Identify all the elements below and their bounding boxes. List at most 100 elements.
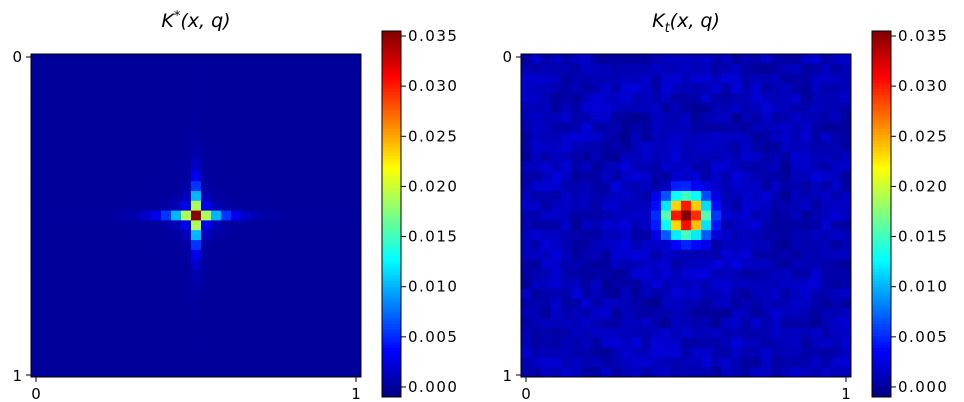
- heatmap-cell: [191, 181, 202, 192]
- heatmap-cell: [131, 328, 142, 339]
- heatmap-cell: [201, 191, 212, 202]
- heatmap-cell: [111, 269, 122, 280]
- heatmap-cell: [641, 308, 652, 319]
- heatmap-cell: [751, 249, 762, 260]
- heatmap-cell: [531, 54, 542, 65]
- heatmap-cell: [751, 347, 762, 358]
- colorbar-tick-label: 0.015: [898, 228, 948, 246]
- heatmap-cell: [351, 151, 362, 163]
- heatmap-cell: [811, 337, 822, 349]
- heatmap-cell: [561, 279, 572, 290]
- heatmap-cell: [771, 181, 782, 192]
- colorbar-segment: [872, 165, 891, 169]
- heatmap-cell: [131, 63, 142, 74]
- heatmap-cell: [831, 249, 842, 260]
- colorbar-segment: [872, 55, 891, 59]
- heatmap-cell: [251, 259, 262, 270]
- heatmap-cell: [81, 161, 92, 172]
- heatmap-cell: [631, 151, 642, 163]
- heatmap-cell: [341, 357, 352, 368]
- heatmap-cell: [321, 63, 332, 74]
- heatmap-cell: [51, 347, 62, 358]
- heatmap-cell: [741, 249, 752, 260]
- heatmap-cell: [671, 171, 682, 182]
- heatmap-cell: [731, 112, 742, 123]
- colorbar-segment: [872, 171, 891, 175]
- heatmap-cell: [621, 239, 632, 251]
- heatmap-cell: [121, 83, 132, 94]
- colorbar-segment: [382, 198, 401, 203]
- heatmap-cell: [661, 122, 672, 133]
- colorbar-segment: [382, 265, 401, 270]
- heatmap-cell: [831, 357, 842, 368]
- heatmap-cell: [161, 54, 172, 65]
- heatmap-cell: [231, 230, 242, 241]
- colorbar-segment: [382, 180, 401, 184]
- heatmap-cell: [731, 220, 742, 231]
- heatmap-cell: [701, 112, 712, 123]
- heatmap-cell: [591, 259, 602, 270]
- heatmap-cell: [191, 298, 202, 309]
- heatmap-cell: [81, 318, 92, 329]
- heatmap-cell: [571, 367, 582, 378]
- colorbar-segment: [872, 287, 891, 291]
- heatmap-cell: [271, 132, 282, 143]
- heatmap-cell: [561, 142, 572, 153]
- heatmap-cell: [551, 102, 562, 114]
- heatmap-cell: [691, 200, 702, 212]
- heatmap-cell: [551, 161, 562, 172]
- heatmap-cell: [601, 132, 612, 143]
- heatmap-cell: [241, 220, 252, 231]
- heatmap-cell: [651, 102, 662, 114]
- heatmap-cell: [801, 181, 812, 192]
- heatmap-cell: [731, 357, 742, 368]
- heatmap-cell: [201, 54, 212, 65]
- heatmap-cell: [701, 269, 712, 280]
- heatmap-cell: [191, 54, 202, 65]
- heatmap-cell: [111, 161, 122, 172]
- heatmap-cell: [61, 230, 72, 241]
- heatmap-cell: [131, 357, 142, 368]
- heatmap-cell: [221, 318, 232, 329]
- heatmap-cell: [271, 308, 282, 319]
- heatmap-cell: [771, 298, 782, 309]
- heatmap-cell: [181, 210, 192, 221]
- heatmap-cell: [131, 171, 142, 182]
- colorbar-segment: [872, 156, 891, 160]
- heatmap-cell: [771, 132, 782, 143]
- heatmap-cell: [151, 151, 162, 163]
- heatmap-cell: [141, 63, 152, 74]
- heatmap-cell: [841, 328, 852, 339]
- colorbar-segment: [382, 393, 401, 398]
- heatmap-cell: [661, 161, 672, 172]
- colorbar-segment: [382, 375, 401, 380]
- heatmap-cell: [221, 171, 232, 182]
- heatmap-cell: [131, 161, 142, 172]
- heatmap-cell: [761, 102, 772, 114]
- heatmap-cell: [761, 132, 772, 143]
- heatmap-cell: [351, 63, 362, 74]
- heatmap-cell: [51, 93, 62, 104]
- heatmap-cell: [671, 93, 682, 104]
- heatmap-cell: [181, 191, 192, 202]
- heatmap-cell: [621, 200, 632, 212]
- heatmap-cell: [781, 200, 792, 212]
- heatmap-cell: [321, 337, 332, 349]
- heatmap-cell: [741, 132, 752, 143]
- heatmap-cell: [741, 171, 752, 182]
- heatmap-cell: [321, 230, 332, 241]
- heatmap-cell: [771, 54, 782, 65]
- heatmap-cell: [811, 83, 822, 94]
- colorbar-segment: [382, 363, 401, 367]
- heatmap-cell: [101, 132, 112, 143]
- heatmap-cell: [691, 191, 702, 202]
- heatmap-cell: [341, 83, 352, 94]
- heatmap-cell: [211, 269, 222, 280]
- heatmap-cell: [701, 239, 712, 251]
- heatmap-cell: [571, 171, 582, 182]
- heatmap-cell: [601, 318, 612, 329]
- heatmap-cell: [301, 367, 312, 378]
- heatmap-cell: [801, 102, 812, 114]
- heatmap-cell: [831, 132, 842, 143]
- colorbar-segment: [382, 128, 401, 133]
